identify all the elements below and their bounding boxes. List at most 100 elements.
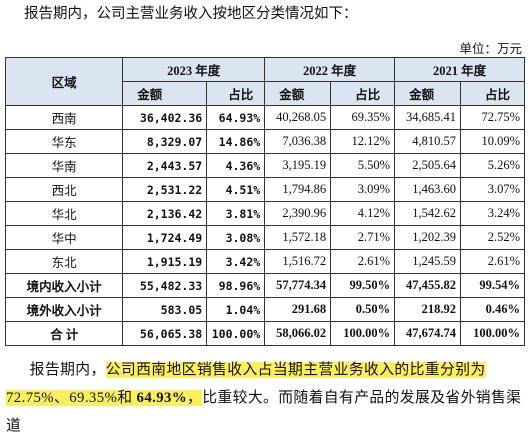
cell: 3.81% — [206, 201, 266, 226]
header-cell: 金额 — [264, 81, 332, 106]
region-cell: 西北 — [4, 177, 124, 202]
cell: 4.51% — [206, 177, 266, 202]
cell: 2.52% — [460, 225, 525, 250]
highlight: 公司西南地区销售收入占当期主营业务收入的比重分别为 — [105, 362, 486, 378]
cell: 2,443.57 — [122, 153, 208, 178]
cell: 36,402.36 — [122, 105, 208, 130]
cell: 40,268.05 — [264, 105, 332, 130]
cell: 583.05 — [122, 297, 208, 322]
cell: 5.50% — [330, 153, 396, 178]
intro: 报告期内，公司主营业务收入按地区分类情况如下： — [24, 6, 358, 22]
cell: 4.12% — [330, 201, 396, 226]
cell: 72.75% — [460, 105, 525, 130]
highlight: 64.93% — [132, 390, 188, 406]
cell: 100.00% — [330, 321, 396, 346]
cell: 218.92 — [394, 297, 461, 322]
table-row: 西北 2,531.22 4.51% 1,794.86 3.09% 1,463.60 3.07… — [4, 177, 525, 202]
region-cell: 华南 — [4, 153, 124, 178]
cell: 2.61% — [330, 249, 396, 274]
cell: 291.68 — [264, 297, 332, 322]
header-cell: 金额 — [122, 81, 208, 106]
cell: 1,245.59 — [394, 249, 461, 274]
table-row: 华东 8,329.07 14.86% 7,036.38 12.12% 4,810.57 10… — [4, 129, 525, 154]
cell: 3,195.19 — [264, 153, 332, 178]
cell: 1,794.86 — [264, 177, 332, 202]
cell: 7,036.38 — [264, 129, 332, 154]
cell: 100.00% — [460, 321, 525, 346]
cell: 3.07% — [460, 177, 525, 202]
region-cell: 华东 — [4, 129, 124, 154]
table-row: 合 计 56,065.38 100.00% 58,066.02 100.00% 47,67… — [4, 321, 525, 346]
cell: 34,685.41 — [394, 105, 461, 130]
cell: 98.96% — [206, 273, 266, 298]
highlight: ， — [187, 390, 203, 406]
cell: 55,482.33 — [122, 273, 208, 298]
cell: 99.50% — [330, 273, 396, 298]
header-cell: 金额 — [394, 81, 461, 106]
cell: 57,774.34 — [264, 273, 332, 298]
highlight: 72.75%、69.35%和 — [6, 390, 133, 406]
cell: 47,674.74 — [394, 321, 461, 346]
table-row: 华南 2,443.57 4.36% 3,195.19 5.50% 2,505.64 5.26… — [4, 153, 525, 178]
table-row: 东北 1,915.19 3.42% 1,516.72 2.61% 1,245.59 2.61… — [4, 249, 525, 274]
cell: 3.42% — [206, 249, 266, 274]
cell: 99.54% — [460, 273, 525, 298]
header-cell: 2022 年度 — [264, 57, 396, 82]
cell: 69.35% — [330, 105, 396, 130]
cell: 5.26% — [460, 153, 525, 178]
paragraph: 报告期内，公司西南地区销售收入占当期主营业务收入的比重分别为 72.75%、69.… — [6, 356, 524, 440]
region-cell: 合 计 — [4, 321, 124, 346]
region-cell: 东北 — [4, 249, 124, 274]
cell: 3.08% — [206, 225, 266, 250]
cell: 2,390.96 — [264, 201, 332, 226]
region-cell: 华北 — [4, 201, 124, 226]
header-cell: 占比 — [460, 81, 525, 106]
region-cell: 境外收入小计 — [4, 297, 124, 322]
page: 报告期内，公司主营业务收入按地区分类情况如下： 单位：万元 区域 2023 年度… — [4, 6, 525, 434]
header-cell: 占比 — [330, 81, 396, 106]
cell: 3.09% — [330, 177, 396, 202]
cell: 10.09% — [460, 129, 525, 154]
cell: 1,542.62 — [394, 201, 461, 226]
cell: 58,066.02 — [264, 321, 332, 346]
cell: 1,463.60 — [394, 177, 461, 202]
cell: 100.00% — [206, 321, 266, 346]
table-row: 境内收入小计 55,482.33 98.96% 57,774.34 99.50% 47,4… — [4, 273, 525, 298]
unit: 单位：万元 — [459, 42, 522, 56]
cell: 3.24% — [460, 201, 525, 226]
text: 报告期内， — [29, 362, 106, 378]
cell: 1.04% — [206, 297, 266, 322]
table-row: 华中 1,724.49 3.08% 1,572.18 2.71% 1,202.39 2.52… — [4, 225, 525, 250]
region-table: 区域 2023 年度 2022 年度 2021 年度 金额 占比 金额 占比 金额 占比 … — [4, 57, 525, 346]
table-row: 西南 36,402.36 64.93% 40,268.05 69.35% 34,685.4… — [4, 105, 525, 130]
header-cell: 2021 年度 — [394, 57, 525, 82]
cell: 4.36% — [206, 153, 266, 178]
cell: 1,202.39 — [394, 225, 461, 250]
cell: 2.61% — [460, 249, 525, 274]
region-cell: 境内收入小计 — [4, 273, 124, 298]
cell: 0.46% — [460, 297, 525, 322]
cell: 1,572.18 — [264, 225, 332, 250]
cell: 2,136.42 — [122, 201, 208, 226]
cell: 14.86% — [206, 129, 266, 154]
header-cell: 2023 年度 — [122, 57, 266, 82]
cell: 2,531.22 — [122, 177, 208, 202]
table-row: 境外收入小计 583.05 1.04% 291.68 0.50% 218.92 0.46% — [4, 297, 525, 322]
cell: 1,915.19 — [122, 249, 208, 274]
cell: 0.50% — [330, 297, 396, 322]
cell: 2,505.64 — [394, 153, 461, 178]
cell: 56,065.38 — [122, 321, 208, 346]
cell: 2.71% — [330, 225, 396, 250]
cell: 1,724.49 — [122, 225, 208, 250]
region-cell: 西南 — [4, 105, 124, 130]
cell: 47,455.82 — [394, 273, 461, 298]
region-cell: 华中 — [4, 225, 124, 250]
cell: 64.93% — [206, 105, 266, 130]
table-row: 华北 2,136.42 3.81% 2,390.96 4.12% 1,542.62 3.24… — [4, 201, 525, 226]
cell: 8,329.07 — [122, 129, 208, 154]
header-cell: 占比 — [206, 81, 266, 106]
cell: 12.12% — [330, 129, 396, 154]
cell: 1,516.72 — [264, 249, 332, 274]
cell: 4,810.57 — [394, 129, 461, 154]
header-cell: 区域 — [4, 57, 124, 106]
